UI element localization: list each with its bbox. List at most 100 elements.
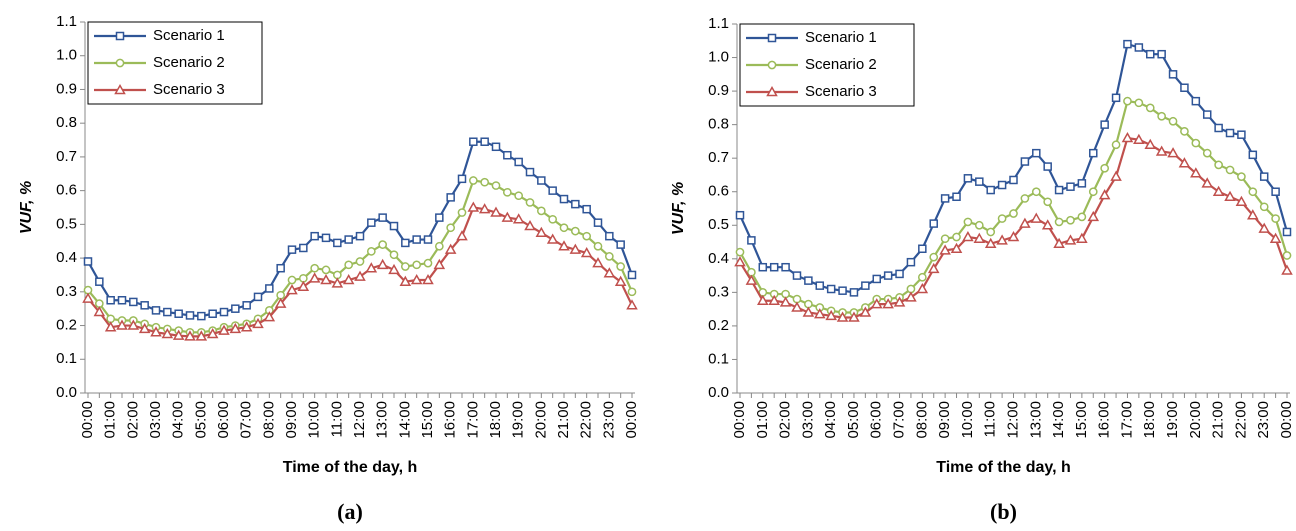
marker <box>986 185 995 195</box>
marker <box>208 309 217 318</box>
chart: 0.0 0.1 0.2 0.3 0.4 0.5 0.6 0.7 0.8 0.9 1.0 1.1 00:0… <box>670 15 1295 524</box>
marker <box>480 177 490 187</box>
y-tick-label: 0.5 <box>56 215 77 232</box>
x-tick-label: 22:00 <box>1232 401 1249 439</box>
marker <box>218 324 230 335</box>
marker <box>468 176 478 185</box>
marker <box>376 258 389 270</box>
marker <box>1237 130 1246 139</box>
marker <box>1271 214 1280 223</box>
marker <box>767 33 777 43</box>
marker <box>535 226 548 238</box>
marker <box>127 319 140 330</box>
marker <box>997 214 1007 223</box>
marker <box>952 192 961 202</box>
marker <box>1191 96 1201 106</box>
marker <box>1259 172 1269 181</box>
x-tick-label: 17:00 <box>464 401 481 439</box>
marker <box>603 267 616 278</box>
marker <box>491 181 501 190</box>
marker <box>1225 128 1235 138</box>
x-tick-label: 23:00 <box>600 401 617 439</box>
x-tick-label: 00:00 <box>731 401 748 439</box>
x-tick-label: 01:00 <box>754 401 771 439</box>
marker <box>446 193 455 202</box>
x-tick-label: 18:00 <box>1141 401 1158 439</box>
marker <box>1043 162 1052 171</box>
marker <box>1202 148 1212 158</box>
marker <box>604 252 614 261</box>
marker <box>1134 43 1144 52</box>
marker <box>514 157 523 167</box>
marker <box>1009 209 1018 218</box>
y-axis-title: VUF, % <box>670 182 687 235</box>
x-tick-label: 18:00 <box>487 401 504 439</box>
marker <box>1077 212 1087 222</box>
x-tick-label: 02:00 <box>124 401 141 439</box>
marker <box>1032 148 1041 158</box>
marker <box>114 83 126 95</box>
x-tick-label: 21:00 <box>555 401 572 439</box>
marker <box>917 272 927 282</box>
marker <box>457 174 467 184</box>
marker <box>747 236 756 245</box>
marker <box>1258 222 1270 233</box>
marker <box>365 262 378 273</box>
marker <box>1269 232 1282 243</box>
marker <box>423 235 433 244</box>
marker <box>1089 148 1098 158</box>
marker <box>1066 182 1075 191</box>
marker <box>1190 167 1202 178</box>
x-tick-label: 10:00 <box>306 401 323 439</box>
x-tick-label: 22:00 <box>578 401 595 439</box>
marker <box>616 240 625 249</box>
y-tick-label: 0.9 <box>708 82 729 99</box>
y-tick-label: 0.7 <box>56 148 77 165</box>
legend-label: Scenario 1 <box>805 29 877 46</box>
marker <box>861 281 870 290</box>
marker <box>570 226 580 236</box>
series-line <box>739 136 1289 319</box>
x-tick-label: 07:00 <box>238 401 255 439</box>
marker <box>491 142 501 152</box>
marker <box>1180 126 1189 136</box>
marker <box>195 330 208 341</box>
marker <box>435 213 444 222</box>
marker <box>344 260 354 270</box>
marker <box>559 223 569 233</box>
marker <box>253 292 263 302</box>
marker <box>940 194 950 203</box>
marker <box>927 262 940 274</box>
marker <box>735 210 745 220</box>
marker <box>434 241 444 251</box>
marker <box>626 299 638 310</box>
marker <box>206 327 219 339</box>
y-tick-label: 0.0 <box>56 384 77 401</box>
marker <box>503 150 512 160</box>
marker <box>849 288 859 297</box>
marker <box>802 306 815 317</box>
marker <box>423 258 433 268</box>
marker <box>412 260 422 270</box>
chart: 0.0 0.1 0.2 0.3 0.4 0.5 0.6 0.7 0.8 0.9 1.0 1.1 00:0… <box>18 13 640 524</box>
marker <box>627 270 637 280</box>
marker <box>242 301 251 310</box>
legend-label: Scenario 2 <box>153 54 225 71</box>
marker <box>151 306 161 315</box>
marker <box>388 263 400 275</box>
marker <box>378 240 388 249</box>
y-axis-title: VUF, % <box>18 181 35 234</box>
x-tick-label: 04:00 <box>822 401 839 439</box>
marker <box>231 304 240 313</box>
marker <box>1271 187 1280 196</box>
marker <box>548 186 557 195</box>
legend-label: Scenario 3 <box>805 83 877 100</box>
marker <box>490 206 502 217</box>
x-tick-label: 09:00 <box>936 401 953 439</box>
marker <box>929 219 938 228</box>
x-tick-label: 23:00 <box>1255 401 1272 439</box>
marker <box>627 287 637 297</box>
marker <box>115 58 125 68</box>
marker <box>1064 234 1077 245</box>
marker <box>815 281 825 290</box>
